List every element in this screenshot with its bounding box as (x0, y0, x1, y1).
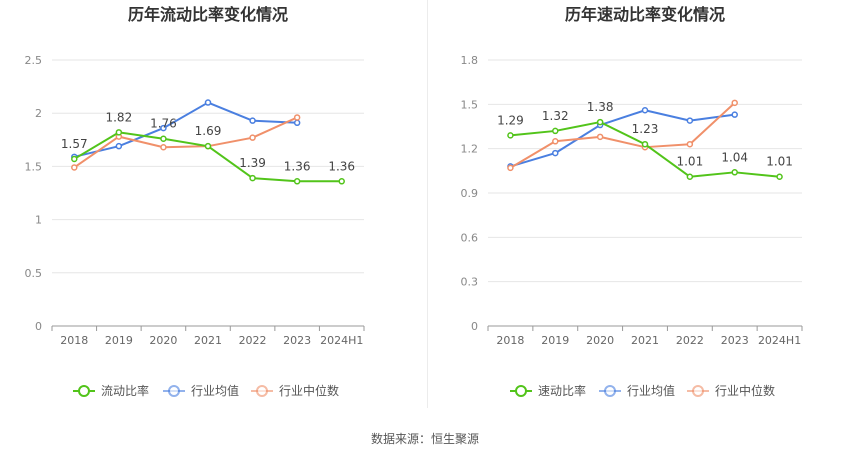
y-tick-label: 1.2 (461, 143, 479, 156)
data-point (731, 169, 738, 176)
data-point (249, 174, 256, 182)
x-tick-label: 2023 (283, 334, 311, 347)
y-tick-label: 1.8 (461, 54, 479, 67)
data-point (731, 99, 738, 107)
data-point (507, 164, 514, 172)
legend-label: 行业中位数 (279, 383, 339, 398)
data-point (71, 155, 78, 163)
chart-title: 历年速动比率变化情况 (565, 5, 725, 24)
data-point (249, 134, 256, 141)
legend-label: 速动比率 (538, 383, 586, 398)
series-line (74, 101, 298, 158)
legend-label: 行业中位数 (715, 383, 775, 398)
x-tick-label: 2024H1 (320, 334, 363, 347)
x-tick-label: 2018 (60, 334, 88, 347)
data-point (596, 133, 604, 141)
x-tick-label: 2019 (105, 334, 133, 347)
data-point (686, 140, 694, 148)
x-tick-label: 2022 (676, 334, 704, 347)
data-label: 1.04 (721, 150, 748, 164)
legend-marker-icon (168, 385, 180, 397)
current-ratio-chart: 历年流动比率变化情况 0 0.5 1 1.5 2 2.5 2018 2019 2020 2021 20… (25, 5, 365, 398)
y-tick-label: 1.5 (461, 98, 479, 111)
x-tick-label: 2020 (149, 334, 177, 347)
data-label: 1.36 (284, 159, 311, 173)
legend-label: 流动比率 (101, 383, 149, 398)
data-source: 数据来源：恒生聚源 (0, 430, 850, 447)
data-point (641, 106, 649, 114)
x-tick-label: 2021 (194, 334, 222, 347)
x-tick-label: 2023 (721, 334, 749, 347)
data-point (160, 143, 167, 151)
legend-label: 行业均值 (627, 383, 675, 398)
quick-ratio-chart: 历年速动比率变化情况 0 0.3 0.6 0.9 1.2 1.5 1.8 2018 2019 202… (461, 5, 803, 398)
series-line (73, 116, 298, 169)
legend-marker-icon (256, 385, 268, 397)
y-tick-label: 0 (471, 320, 478, 333)
x-tick-label: 2020 (586, 334, 614, 347)
data-label: 1.38 (587, 100, 614, 114)
series-line (510, 109, 735, 168)
data-point (552, 127, 559, 135)
y-tick-label: 0.9 (461, 187, 479, 200)
x-tick-label: 2024H1 (758, 334, 801, 347)
data-point (160, 124, 167, 132)
data-label: 1.36 (328, 159, 355, 173)
data-label: 1.29 (497, 113, 524, 127)
y-tick-label: 0.5 (25, 267, 43, 280)
data-point (596, 118, 604, 126)
data-point (71, 164, 78, 171)
y-tick-label: 2.5 (25, 54, 43, 67)
data-label: 1.82 (105, 110, 132, 124)
legend-marker-icon (604, 385, 616, 397)
data-point (686, 173, 694, 180)
data-point (552, 149, 559, 157)
data-point (338, 178, 345, 185)
legend-label: 行业均值 (191, 383, 239, 398)
legend-marker-icon (515, 385, 527, 397)
data-point (115, 129, 123, 136)
data-point (686, 117, 694, 124)
chart-title: 历年流动比率变化情况 (128, 5, 288, 24)
source-prefix: 数据来源： (370, 432, 431, 446)
legend-marker-icon (78, 385, 90, 397)
data-label: 1.57 (61, 137, 88, 151)
y-tick-label: 1.5 (25, 160, 43, 173)
y-tick-label: 2 (35, 107, 42, 120)
data-point (293, 178, 301, 185)
data-point (160, 135, 167, 142)
data-point (776, 173, 783, 180)
data-point (204, 142, 212, 150)
data-point (641, 140, 649, 148)
data-label: 1.01 (676, 155, 703, 169)
chart-divider (427, 0, 428, 408)
data-point (507, 132, 514, 139)
data-label: 1.32 (542, 109, 569, 123)
x-tick-label: 2019 (541, 334, 569, 347)
x-tick-label: 2018 (496, 334, 524, 347)
x-tick-label: 2021 (631, 334, 659, 347)
y-tick-label: 0.6 (461, 231, 479, 244)
data-point (204, 99, 212, 106)
data-point (552, 138, 559, 145)
data-point (293, 119, 301, 127)
data-label: 1.23 (632, 122, 659, 136)
data-point (293, 114, 301, 121)
data-label: 1.39 (239, 156, 266, 170)
y-tick-label: 1 (35, 214, 42, 227)
series-line (509, 102, 736, 169)
data-point (115, 142, 123, 150)
y-tick-label: 0 (35, 320, 42, 333)
source-name: 恒生聚源 (431, 432, 480, 446)
legend-marker-icon (692, 385, 704, 397)
data-point (249, 117, 256, 124)
data-label: 1.76 (150, 117, 177, 131)
x-tick-label: 2022 (239, 334, 267, 347)
y-tick-label: 0.3 (461, 276, 479, 289)
data-label: 1.01 (766, 155, 793, 169)
data-label: 1.69 (195, 124, 222, 138)
data-point (731, 111, 738, 118)
